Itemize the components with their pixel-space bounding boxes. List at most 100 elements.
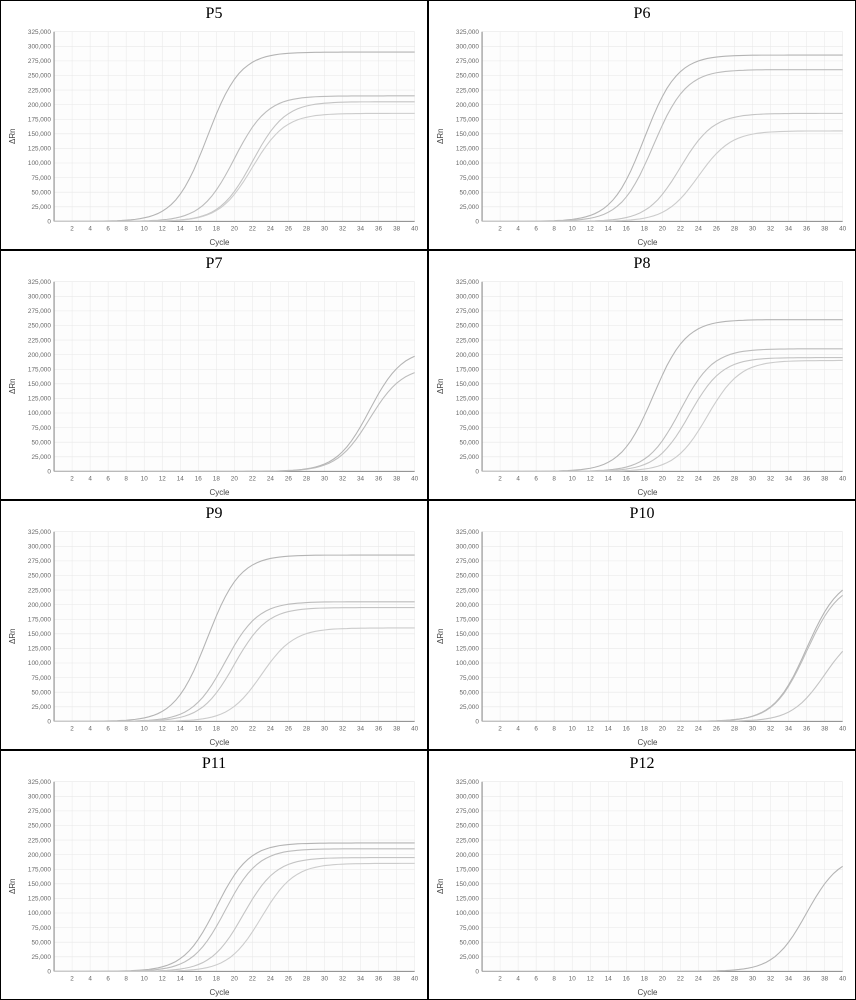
x-axis-label: Cycle: [446, 237, 849, 247]
svg-text:18: 18: [641, 225, 648, 232]
svg-text:0: 0: [475, 468, 479, 475]
y-axis-label: ΔRn: [435, 25, 446, 247]
panel-p6: P6 ΔRn 025,00050,00075,000100,000125,000…: [428, 0, 856, 250]
svg-text:250,000: 250,000: [28, 573, 51, 580]
svg-text:24: 24: [695, 225, 702, 232]
svg-text:275,000: 275,000: [28, 808, 51, 815]
svg-text:300,000: 300,000: [456, 43, 479, 50]
svg-text:26: 26: [285, 725, 292, 732]
svg-text:10: 10: [141, 725, 148, 732]
svg-text:75,000: 75,000: [459, 175, 479, 182]
svg-text:24: 24: [695, 975, 702, 982]
y-axis-label: ΔRn: [435, 275, 446, 497]
panel-title: P7: [206, 255, 223, 273]
svg-text:22: 22: [677, 725, 684, 732]
svg-text:36: 36: [803, 975, 810, 982]
svg-text:30: 30: [749, 975, 756, 982]
svg-text:30: 30: [749, 225, 756, 232]
svg-text:50,000: 50,000: [31, 189, 51, 196]
svg-text:325,000: 325,000: [28, 779, 51, 786]
svg-text:16: 16: [623, 975, 630, 982]
svg-text:10: 10: [569, 725, 576, 732]
svg-text:16: 16: [195, 975, 202, 982]
svg-text:50,000: 50,000: [459, 939, 479, 946]
svg-text:4: 4: [88, 475, 92, 482]
svg-text:26: 26: [713, 975, 720, 982]
chart-area: ΔRn 025,00050,00075,000100,000125,000150…: [7, 275, 421, 497]
svg-text:32: 32: [767, 975, 774, 982]
x-axis-label: Cycle: [446, 737, 849, 747]
svg-text:0: 0: [475, 718, 479, 725]
svg-text:50,000: 50,000: [31, 689, 51, 696]
svg-text:20: 20: [659, 225, 666, 232]
svg-text:225,000: 225,000: [28, 587, 51, 594]
svg-text:14: 14: [177, 975, 184, 982]
svg-text:6: 6: [534, 475, 538, 482]
svg-text:18: 18: [213, 975, 220, 982]
svg-text:12: 12: [587, 725, 594, 732]
svg-text:150,000: 150,000: [28, 881, 51, 888]
svg-text:28: 28: [303, 225, 310, 232]
svg-text:125,000: 125,000: [456, 396, 479, 403]
svg-text:325,000: 325,000: [456, 529, 479, 536]
svg-text:24: 24: [267, 225, 274, 232]
svg-text:50,000: 50,000: [31, 439, 51, 446]
svg-text:50,000: 50,000: [31, 939, 51, 946]
svg-text:125,000: 125,000: [456, 646, 479, 653]
svg-text:150,000: 150,000: [28, 381, 51, 388]
y-axis-label: ΔRn: [435, 775, 446, 997]
svg-text:125,000: 125,000: [28, 896, 51, 903]
svg-text:24: 24: [695, 475, 702, 482]
svg-text:25,000: 25,000: [31, 204, 51, 211]
svg-text:175,000: 175,000: [28, 616, 51, 623]
svg-text:30: 30: [749, 475, 756, 482]
amplification-plot: 025,00050,00075,000100,000125,000150,000…: [446, 775, 849, 987]
svg-text:16: 16: [623, 725, 630, 732]
svg-text:250,000: 250,000: [28, 73, 51, 80]
svg-text:175,000: 175,000: [28, 366, 51, 373]
svg-text:30: 30: [321, 475, 328, 482]
panel-title: P5: [206, 5, 223, 23]
svg-text:36: 36: [803, 225, 810, 232]
svg-text:325,000: 325,000: [28, 29, 51, 36]
svg-text:175,000: 175,000: [28, 116, 51, 123]
svg-text:50,000: 50,000: [459, 689, 479, 696]
svg-text:22: 22: [249, 725, 256, 732]
panel-p5: P5 ΔRn 025,00050,00075,000100,000125,000…: [0, 0, 428, 250]
svg-text:22: 22: [249, 475, 256, 482]
y-axis-label: ΔRn: [435, 525, 446, 747]
svg-text:24: 24: [267, 725, 274, 732]
y-axis-label: ΔRn: [7, 775, 18, 997]
svg-text:34: 34: [357, 975, 364, 982]
svg-text:10: 10: [569, 225, 576, 232]
svg-text:34: 34: [785, 725, 792, 732]
svg-text:8: 8: [552, 475, 556, 482]
svg-text:12: 12: [159, 725, 166, 732]
svg-text:250,000: 250,000: [456, 573, 479, 580]
svg-text:34: 34: [785, 975, 792, 982]
svg-text:250,000: 250,000: [28, 823, 51, 830]
svg-text:38: 38: [393, 225, 400, 232]
svg-text:12: 12: [159, 225, 166, 232]
svg-text:36: 36: [803, 475, 810, 482]
svg-text:75,000: 75,000: [459, 675, 479, 682]
x-axis-label: Cycle: [18, 737, 421, 747]
svg-text:25,000: 25,000: [31, 454, 51, 461]
svg-text:300,000: 300,000: [28, 793, 51, 800]
chart-area: ΔRn 025,00050,00075,000100,000125,000150…: [435, 275, 849, 497]
svg-text:100,000: 100,000: [28, 410, 51, 417]
svg-text:150,000: 150,000: [456, 631, 479, 638]
svg-text:150,000: 150,000: [456, 131, 479, 138]
svg-text:36: 36: [375, 975, 382, 982]
svg-text:40: 40: [411, 725, 418, 732]
chart-area: ΔRn 025,00050,00075,000100,000125,000150…: [7, 25, 421, 247]
panel-title: P9: [206, 505, 223, 523]
svg-text:2: 2: [70, 225, 74, 232]
amplification-plot: 025,00050,00075,000100,000125,000150,000…: [446, 25, 849, 237]
svg-text:100,000: 100,000: [456, 660, 479, 667]
svg-text:40: 40: [839, 225, 846, 232]
svg-text:30: 30: [321, 975, 328, 982]
svg-text:34: 34: [357, 725, 364, 732]
svg-text:14: 14: [177, 475, 184, 482]
svg-text:250,000: 250,000: [456, 323, 479, 330]
